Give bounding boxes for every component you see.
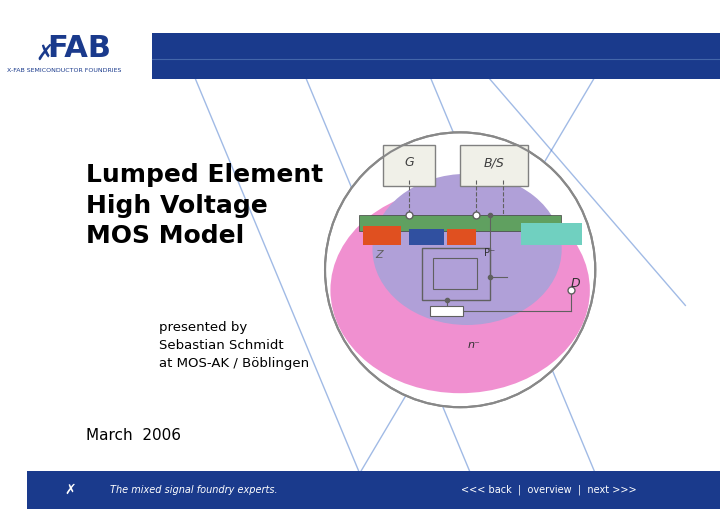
Ellipse shape (325, 132, 595, 407)
Text: presented by
Sebastian Schmidt
at MOS-AK / Böblingen: presented by Sebastian Schmidt at MOS-AK… (158, 321, 309, 370)
FancyBboxPatch shape (521, 223, 582, 245)
Text: X-FAB SEMICONDUCTOR FOUNDRIES: X-FAB SEMICONDUCTOR FOUNDRIES (7, 68, 122, 73)
Text: The mixed signal foundry experts.: The mixed signal foundry experts. (110, 485, 278, 495)
Text: D: D (570, 277, 580, 290)
Text: P⁻: P⁻ (485, 248, 495, 258)
Text: ✗: ✗ (35, 43, 54, 64)
Ellipse shape (330, 187, 590, 393)
FancyBboxPatch shape (409, 229, 444, 245)
FancyBboxPatch shape (152, 33, 720, 79)
FancyBboxPatch shape (363, 226, 401, 245)
Text: G: G (404, 156, 413, 169)
Text: Lumped Element
High Voltage
MOS Model: Lumped Element High Voltage MOS Model (86, 163, 323, 248)
Text: <<< back  |  overview  |  next >>>: <<< back | overview | next >>> (462, 485, 637, 495)
Text: Z: Z (375, 249, 383, 260)
Ellipse shape (372, 174, 562, 325)
FancyBboxPatch shape (383, 145, 435, 186)
FancyBboxPatch shape (460, 145, 528, 186)
Text: FAB: FAB (47, 34, 111, 63)
FancyBboxPatch shape (431, 305, 463, 317)
Text: March  2006: March 2006 (86, 428, 181, 442)
FancyBboxPatch shape (359, 215, 562, 231)
Text: n⁻: n⁻ (467, 341, 480, 350)
FancyBboxPatch shape (446, 229, 477, 245)
Text: B/S: B/S (484, 156, 504, 169)
FancyBboxPatch shape (27, 471, 720, 509)
Text: ✗: ✗ (64, 483, 76, 497)
